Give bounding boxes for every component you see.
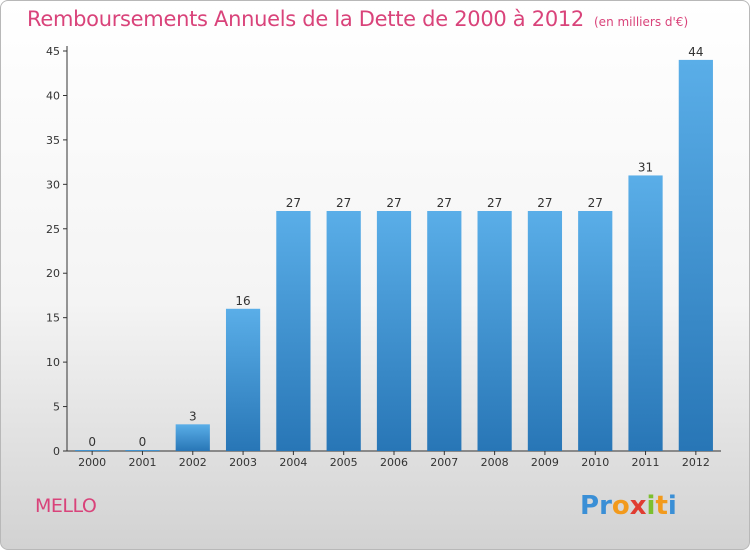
logo-letter: i: [667, 491, 677, 521]
data-label: 27: [537, 196, 552, 210]
x-tick-label: 2008: [481, 456, 509, 469]
chart-title-block: Remboursements Annuels de la Dette de 20…: [27, 7, 688, 31]
data-label: 27: [588, 196, 603, 210]
bar: [75, 450, 110, 451]
bar: [276, 211, 311, 451]
bar: [225, 308, 261, 451]
y-tick-label: 15: [46, 312, 60, 325]
logo-letter: o: [611, 491, 630, 521]
data-label: 0: [139, 435, 147, 449]
x-tick-label: 2001: [128, 456, 156, 469]
data-label: 27: [336, 196, 351, 210]
bar: [125, 450, 160, 451]
x-tick-label: 2002: [179, 456, 207, 469]
y-tick-label: 20: [46, 267, 60, 280]
x-tick-label: 2011: [632, 456, 660, 469]
bar: [628, 175, 663, 451]
bar: [175, 424, 210, 451]
y-tick-label: 30: [46, 178, 60, 191]
y-tick-label: 25: [46, 223, 60, 236]
logo-letter: t: [655, 491, 668, 521]
logo-letter: P: [580, 491, 600, 521]
bar: [527, 211, 563, 451]
y-tick-label: 5: [53, 401, 60, 414]
logo-letter: x: [629, 491, 647, 521]
place-name: MELLO: [35, 495, 97, 517]
proxiti-logo: Proxiti: [580, 491, 677, 521]
bar: [326, 211, 361, 451]
data-label: 27: [437, 196, 452, 210]
y-tick-label: 45: [46, 45, 60, 58]
x-tick-label: 2000: [78, 456, 106, 469]
data-label: 3: [189, 409, 197, 423]
x-tick-label: 2006: [380, 456, 408, 469]
data-label: 31: [638, 160, 653, 174]
x-tick-label: 2005: [330, 456, 358, 469]
data-label: 44: [688, 45, 703, 59]
x-tick-label: 2012: [682, 456, 710, 469]
logo-letter: i: [646, 491, 656, 521]
y-tick-label: 40: [46, 89, 60, 102]
chart-title: Remboursements Annuels de la Dette de 20…: [27, 7, 584, 31]
x-tick-label: 2009: [531, 456, 559, 469]
bar: [376, 211, 412, 451]
bar: [578, 211, 613, 451]
y-tick-label: 0: [53, 445, 60, 458]
data-label: 27: [286, 196, 301, 210]
data-label: 27: [487, 196, 502, 210]
bar: [427, 211, 462, 451]
x-tick-label: 2004: [279, 456, 307, 469]
bar: [477, 211, 512, 451]
y-tick-label: 35: [46, 134, 60, 147]
y-tick-label: 10: [46, 356, 60, 369]
x-tick-label: 2010: [581, 456, 609, 469]
data-label: 0: [88, 435, 96, 449]
chart-unit: (en milliers d'€): [594, 15, 689, 29]
logo-letter: r: [599, 491, 612, 521]
data-label: 16: [235, 294, 250, 308]
x-tick-label: 2007: [430, 456, 458, 469]
x-tick-label: 2003: [229, 456, 257, 469]
data-label: 27: [386, 196, 401, 210]
bar: [678, 59, 713, 452]
